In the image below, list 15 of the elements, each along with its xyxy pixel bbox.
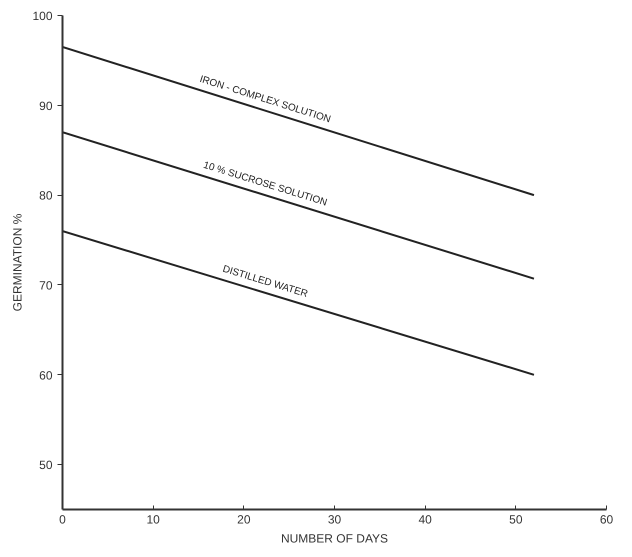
x-tick-label: 10 [146,512,160,526]
y-axis-title: GERMINATION % [10,213,24,312]
y-tick-label: 70 [39,278,53,292]
y-tick-label: 100 [32,9,53,23]
x-tick-label: 40 [418,512,432,526]
x-tick-label: 50 [509,512,523,526]
x-tick-label: 0 [59,512,66,526]
x-tick-label: 30 [328,512,342,526]
x-axis-title: NUMBER OF DAYS [280,532,388,546]
y-tick-label: 60 [39,368,53,382]
x-tick-label: 60 [600,512,614,526]
y-tick-label: 50 [39,458,53,472]
y-tick-label: 90 [39,98,53,113]
x-tick-label: 20 [237,512,251,526]
y-tick-label: 80 [39,188,53,203]
